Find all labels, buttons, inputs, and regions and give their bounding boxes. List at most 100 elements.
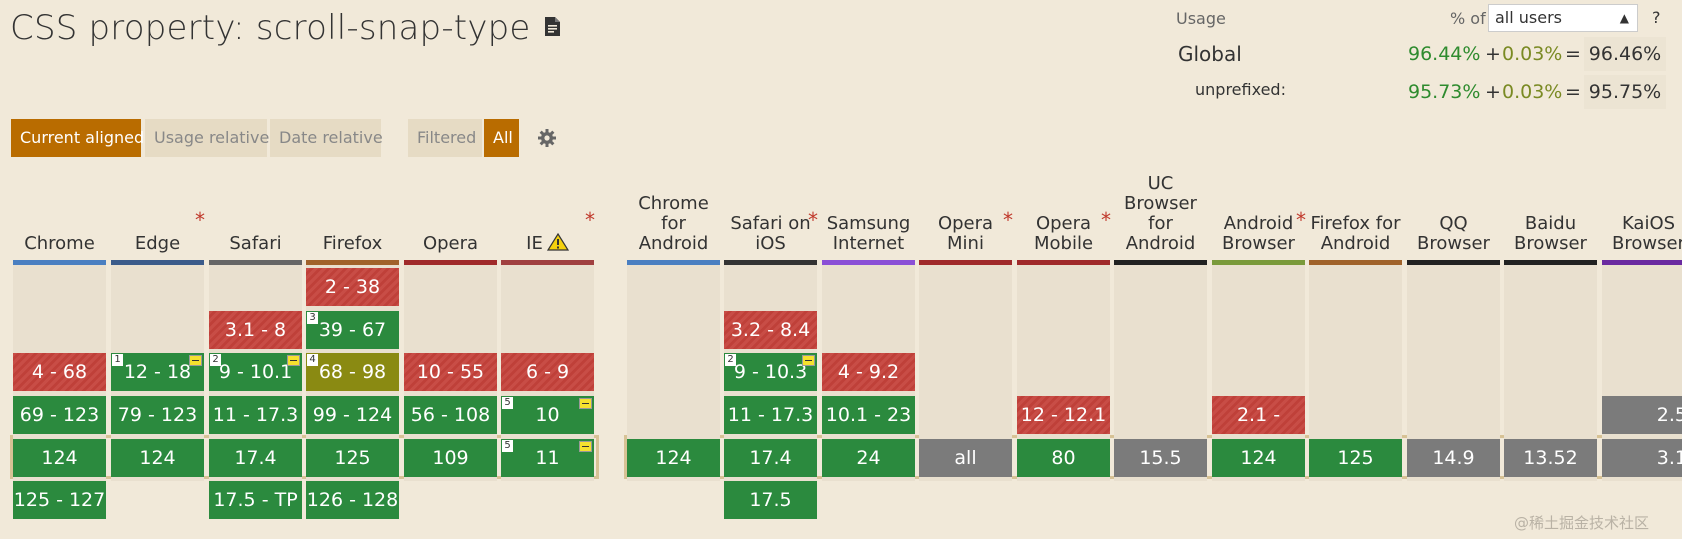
version-cell[interactable]: 17.5 — [724, 481, 817, 519]
version-cell[interactable]: 2.5 — [1602, 396, 1682, 434]
version-cell[interactable]: 3.1 — [1602, 439, 1682, 477]
browser-header[interactable]: Safari on iOS — [724, 170, 817, 260]
global-label: Global — [1178, 42, 1242, 66]
version-cell[interactable]: 10 - 55 — [404, 353, 497, 391]
version-range: 17.5 — [749, 489, 792, 511]
version-cell[interactable]: 11 5 — [501, 439, 594, 477]
version-range: 80 — [1051, 447, 1076, 469]
version-range: 39 - 67 — [318, 319, 387, 341]
browser-header[interactable]: Samsung Internet — [822, 170, 915, 260]
browser-header[interactable]: Opera — [404, 170, 497, 260]
version-cell[interactable]: all — [919, 439, 1012, 477]
version-cell[interactable]: 3.1 - 8 — [209, 311, 302, 349]
browser-header[interactable]: UC Browser for Android — [1114, 170, 1207, 260]
version-cell[interactable]: 11 - 17.3 — [724, 396, 817, 434]
version-cell[interactable]: 4 - 9.2 — [822, 353, 915, 391]
version-cell[interactable]: 14.9 — [1407, 439, 1500, 477]
version-range: 125 — [1337, 447, 1374, 469]
version-cell[interactable]: 9 - 10.3 2 — [724, 353, 817, 391]
version-range: 13.52 — [1523, 447, 1578, 469]
version-cell[interactable]: 109 — [404, 439, 497, 477]
version-cell[interactable]: 11 - 17.3 — [209, 396, 302, 434]
browser-name: Safari on iOS — [730, 213, 811, 254]
browser-name: Chrome — [24, 233, 95, 254]
current-aligned-button[interactable]: Current aligned — [11, 119, 144, 157]
date-relative-button[interactable]: Date relative — [270, 119, 383, 157]
document-icon[interactable] — [544, 17, 560, 36]
version-range: 17.5 - TP — [213, 489, 298, 511]
version-cell[interactable]: 126 - 128 — [306, 481, 399, 519]
browser-name: QQ Browser — [1417, 213, 1490, 254]
version-cell[interactable]: 10 5 — [501, 396, 594, 434]
browser-color-bar — [919, 260, 1012, 265]
users-select[interactable]: all users ▲ — [1488, 4, 1638, 32]
version-cell[interactable]: 10.1 - 23 — [822, 396, 915, 434]
browser-header[interactable]: Baidu Browser — [1504, 170, 1597, 260]
version-cell[interactable]: 4 - 68 — [13, 353, 106, 391]
version-cell[interactable]: 124 — [627, 439, 720, 477]
browser-header[interactable]: Edge — [111, 170, 204, 260]
version-cell[interactable]: 125 — [1309, 439, 1402, 477]
version-range: 68 - 98 — [318, 361, 387, 383]
version-cell[interactable]: 9 - 10.1 2 — [209, 353, 302, 391]
browser-header[interactable]: Android Browser — [1212, 170, 1305, 260]
browser-header[interactable]: Chrome — [13, 170, 106, 260]
browser-header[interactable]: QQ Browser — [1407, 170, 1500, 260]
browser-header[interactable]: Opera Mini — [919, 170, 1012, 260]
browser-header[interactable]: Chrome for Android — [627, 170, 720, 260]
version-range: 125 - 127 — [13, 489, 106, 511]
version-cell[interactable]: 2.1 - 4.4.4 — [1212, 396, 1305, 464]
version-cell[interactable]: 124 — [1212, 439, 1305, 477]
browser-name: Opera — [422, 233, 479, 254]
version-range: 17.4 — [749, 447, 792, 469]
version-cell[interactable]: 79 - 123 — [111, 396, 204, 434]
version-cell[interactable]: 17.4 — [209, 439, 302, 477]
version-cell[interactable]: 6 - 9 — [501, 353, 594, 391]
version-cell[interactable]: 125 — [306, 439, 399, 477]
browser-name: Baidu Browser — [1514, 213, 1587, 254]
usage-relative-button[interactable]: Usage relative — [145, 119, 269, 157]
version-range: 2.5 — [1656, 404, 1682, 426]
version-cell[interactable]: 39 - 67 3 — [306, 311, 399, 349]
browser-color-bar — [1309, 260, 1402, 265]
version-cell[interactable]: 12 - 18 1 — [111, 353, 204, 391]
version-cell[interactable]: 69 - 123 — [13, 396, 106, 434]
filtered-button[interactable]: Filtered — [408, 119, 482, 157]
gear-icon[interactable] — [537, 128, 557, 148]
version-cell[interactable]: 12 - 12.1 — [1017, 396, 1110, 434]
browser-name: IE — [526, 233, 543, 254]
browser-color-bar — [1017, 260, 1110, 265]
version-range: 124 — [139, 447, 176, 469]
version-cell[interactable]: 2 - 38 — [306, 268, 399, 306]
version-cell[interactable]: 56 - 108 — [404, 396, 497, 434]
usage-label: Usage — [1176, 9, 1226, 28]
version-cell[interactable]: 124 — [111, 439, 204, 477]
version-range: 4 - 9.2 — [837, 361, 900, 383]
browser-header[interactable]: KaiOS Browser — [1602, 170, 1682, 260]
version-cell[interactable]: 68 - 98 4 — [306, 353, 399, 391]
browser-header[interactable]: Opera Mobile — [1017, 170, 1110, 260]
version-cell[interactable]: 124 — [13, 439, 106, 477]
version-cell[interactable]: 125 - 127 — [13, 481, 106, 519]
browser-header[interactable]: Firefox for Android — [1309, 170, 1402, 260]
users-select-value: all users — [1495, 8, 1563, 27]
version-cell[interactable]: 13.52 — [1504, 439, 1597, 477]
version-cell[interactable]: 17.5 - TP — [209, 481, 302, 519]
help-link[interactable]: ? — [1652, 8, 1661, 27]
unprefixed-supported: 95.73% — [1408, 81, 1481, 103]
version-cell[interactable]: 15.5 — [1114, 439, 1207, 477]
version-range: 4 - 68 — [31, 361, 88, 383]
warning-icon — [543, 232, 569, 254]
version-range: 125 — [334, 447, 371, 469]
version-cell[interactable]: 3.2 - 8.4 — [724, 311, 817, 349]
version-cell[interactable]: 99 - 124 — [306, 396, 399, 434]
version-cell[interactable]: 24 — [822, 439, 915, 477]
version-cell[interactable]: 17.4 — [724, 439, 817, 477]
version-range: 56 - 108 — [410, 404, 491, 426]
browser-header[interactable]: IE — [501, 170, 594, 260]
browser-header[interactable]: Safari — [209, 170, 302, 260]
browser-header[interactable]: Firefox — [306, 170, 399, 260]
browser-name: Samsung Internet — [826, 213, 911, 254]
version-cell[interactable]: 80 — [1017, 439, 1110, 477]
all-button[interactable]: All — [484, 119, 519, 157]
